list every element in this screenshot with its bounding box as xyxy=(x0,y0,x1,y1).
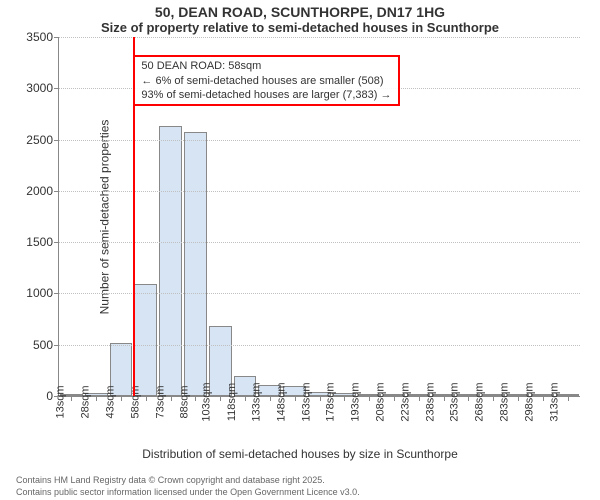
xtick-mark xyxy=(71,396,72,401)
xtick-mark xyxy=(121,396,122,401)
footer-line1: Contains HM Land Registry data © Crown c… xyxy=(16,475,600,487)
ytick-label: 3500 xyxy=(26,30,53,44)
xtick-label: 193sqm xyxy=(350,382,362,421)
histogram-bar xyxy=(134,284,157,396)
xtick-mark xyxy=(419,396,420,401)
xtick-mark xyxy=(468,396,469,401)
annotation-line: 93% of semi-detached houses are larger (… xyxy=(141,88,391,102)
bar-slot: 268sqm xyxy=(481,37,506,396)
ytick-label: 1500 xyxy=(26,235,53,249)
xtick-label: 208sqm xyxy=(374,382,386,421)
bar-slot: 313sqm xyxy=(555,37,580,396)
gridline xyxy=(59,242,580,243)
ytick-mark xyxy=(54,293,59,294)
title-line1: 50, DEAN ROAD, SCUNTHORPE, DN17 1HG xyxy=(0,4,600,20)
gridline xyxy=(59,293,580,294)
ytick-label: 2000 xyxy=(26,184,53,198)
xtick-mark xyxy=(96,396,97,401)
xtick-label: 103sqm xyxy=(201,382,213,421)
chart-container: Number of semi-detached properties 13sqm… xyxy=(58,37,590,397)
ytick-label: 0 xyxy=(46,389,53,403)
histogram-bar xyxy=(159,126,182,396)
xtick-mark xyxy=(344,396,345,401)
annotation-line: 50 DEAN ROAD: 58sqm xyxy=(141,59,391,73)
ytick-mark xyxy=(54,88,59,89)
xtick-label: 163sqm xyxy=(300,382,312,421)
gridline xyxy=(59,345,580,346)
bar-slot: 283sqm xyxy=(506,37,531,396)
title-line2: Size of property relative to semi-detach… xyxy=(0,20,600,35)
xtick-label: 253sqm xyxy=(449,382,461,421)
plot-area: Number of semi-detached properties 13sqm… xyxy=(58,37,580,397)
xtick-label: 88sqm xyxy=(179,385,191,418)
xtick-mark xyxy=(568,396,569,401)
ytick-label: 3000 xyxy=(26,81,53,95)
xtick-label: 238sqm xyxy=(424,382,436,421)
xtick-label: 13sqm xyxy=(55,385,67,418)
xtick-mark xyxy=(146,396,147,401)
xtick-label: 283sqm xyxy=(498,382,510,421)
footer-note: Contains HM Land Registry data © Crown c… xyxy=(16,475,600,498)
bar-slot: 13sqm xyxy=(59,37,84,396)
bar-slot: 28sqm xyxy=(84,37,109,396)
ytick-mark xyxy=(54,37,59,38)
xtick-label: 28sqm xyxy=(80,385,92,418)
xtick-mark xyxy=(270,396,271,401)
xtick-label: 118sqm xyxy=(226,383,238,421)
xtick-mark xyxy=(518,396,519,401)
xtick-label: 148sqm xyxy=(275,382,287,421)
xtick-label: 178sqm xyxy=(325,382,337,421)
gridline xyxy=(59,37,580,38)
xtick-mark xyxy=(493,396,494,401)
xtick-label: 73sqm xyxy=(154,385,166,418)
chart-title-block: 50, DEAN ROAD, SCUNTHORPE, DN17 1HG Size… xyxy=(0,0,600,35)
xtick-mark xyxy=(320,396,321,401)
xtick-label: 43sqm xyxy=(105,385,117,418)
ytick-label: 500 xyxy=(33,338,53,352)
gridline xyxy=(59,191,580,192)
xtick-mark xyxy=(220,396,221,401)
ytick-label: 1000 xyxy=(26,286,53,300)
ytick-mark xyxy=(54,140,59,141)
xtick-mark xyxy=(369,396,370,401)
ytick-mark xyxy=(54,396,59,397)
ytick-mark xyxy=(54,242,59,243)
xtick-label: 268sqm xyxy=(474,382,486,421)
ytick-mark xyxy=(54,345,59,346)
bar-slot: 298sqm xyxy=(530,37,555,396)
ytick-mark xyxy=(54,191,59,192)
footer-line2: Contains public sector information licen… xyxy=(16,487,600,499)
xtick-mark xyxy=(171,396,172,401)
gridline xyxy=(59,140,580,141)
xtick-mark xyxy=(394,396,395,401)
x-axis-label: Distribution of semi-detached houses by … xyxy=(0,447,600,461)
xtick-mark xyxy=(295,396,296,401)
xtick-mark xyxy=(195,396,196,401)
xtick-mark xyxy=(444,396,445,401)
bar-slot: 238sqm xyxy=(431,37,456,396)
histogram-bar xyxy=(184,132,207,396)
annotation-box: 50 DEAN ROAD: 58sqm← 6% of semi-detached… xyxy=(133,55,399,106)
xtick-label: 298sqm xyxy=(523,382,535,421)
xtick-mark xyxy=(245,396,246,401)
annotation-line: ← 6% of semi-detached houses are smaller… xyxy=(141,74,391,88)
xtick-label: 313sqm xyxy=(548,382,560,421)
xtick-label: 223sqm xyxy=(399,382,411,421)
xtick-mark xyxy=(543,396,544,401)
bar-slot: 223sqm xyxy=(406,37,431,396)
xtick-label: 133sqm xyxy=(250,382,262,421)
bar-slot: 253sqm xyxy=(456,37,481,396)
ytick-label: 2500 xyxy=(26,133,53,147)
bar-slot: 43sqm xyxy=(109,37,134,396)
